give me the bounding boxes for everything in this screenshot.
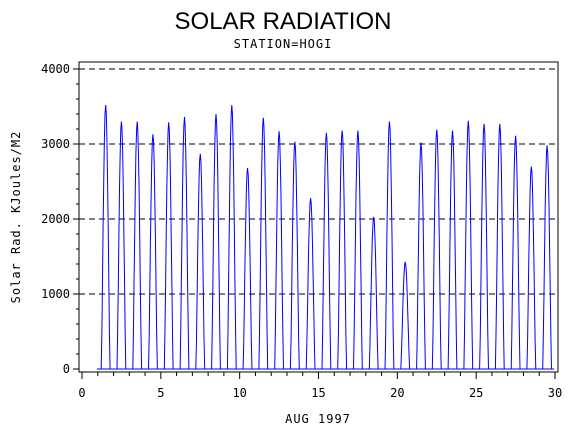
x-tick-label-20: 20 bbox=[390, 386, 404, 400]
series-day-26 bbox=[494, 123, 505, 370]
series-day-5 bbox=[163, 122, 174, 370]
series-day-18 bbox=[368, 216, 379, 370]
series-day-1 bbox=[100, 104, 111, 370]
series-day-25 bbox=[479, 123, 489, 370]
series-day-28 bbox=[526, 166, 537, 370]
x-tick-label-25: 25 bbox=[469, 386, 483, 400]
series-day-14 bbox=[305, 197, 316, 370]
y-tick-label-3000: 3000 bbox=[41, 137, 70, 151]
series-day-10 bbox=[242, 167, 253, 370]
series-day-6 bbox=[179, 116, 190, 370]
series-day-23 bbox=[447, 130, 458, 370]
x-axis-ticks: 0 5 10 15 20 25 30 bbox=[78, 372, 562, 400]
series-day-22 bbox=[431, 129, 442, 370]
series-day-13 bbox=[289, 141, 300, 370]
series-day-27 bbox=[510, 135, 521, 370]
series-day-3 bbox=[132, 121, 143, 370]
y-axis-label: Solar Rad. KJoules/M2 bbox=[9, 131, 23, 304]
chart-title: SOLAR RADIATION bbox=[175, 8, 392, 35]
series-day-9 bbox=[226, 104, 237, 370]
y-tick-label-0: 0 bbox=[63, 362, 70, 376]
x-tick-label-10: 10 bbox=[232, 386, 246, 400]
series-day-11 bbox=[258, 117, 269, 370]
series-day-2 bbox=[116, 121, 127, 370]
x-axis-label: AUG 1997 bbox=[285, 412, 351, 426]
series-day-7 bbox=[195, 153, 206, 370]
x-tick-label-30: 30 bbox=[548, 386, 562, 400]
y-axis-ticks: 0 1000 2000 3000 4000 bbox=[41, 62, 79, 376]
series-day-4 bbox=[148, 134, 158, 370]
series-day-19 bbox=[384, 121, 395, 370]
series-day-8 bbox=[211, 113, 221, 370]
series-day-15 bbox=[321, 132, 332, 370]
series-day-16 bbox=[337, 130, 348, 370]
x-tick-label-15: 15 bbox=[311, 386, 325, 400]
x-tick-label-0: 0 bbox=[78, 386, 85, 400]
y-tick-label-1000: 1000 bbox=[41, 287, 70, 301]
series-day-17 bbox=[353, 130, 363, 370]
series-day-29 bbox=[542, 145, 552, 370]
series-day-24 bbox=[463, 120, 474, 370]
x-tick-label-5: 5 bbox=[157, 386, 164, 400]
series-day-21 bbox=[416, 142, 426, 370]
series bbox=[96, 104, 555, 370]
chart-subtitle: STATION=HOGI bbox=[234, 37, 333, 51]
y-tick-label-4000: 4000 bbox=[41, 62, 70, 76]
series-day-12 bbox=[274, 131, 284, 370]
y-tick-label-2000: 2000 bbox=[41, 212, 70, 226]
series-day-20 bbox=[400, 261, 411, 370]
